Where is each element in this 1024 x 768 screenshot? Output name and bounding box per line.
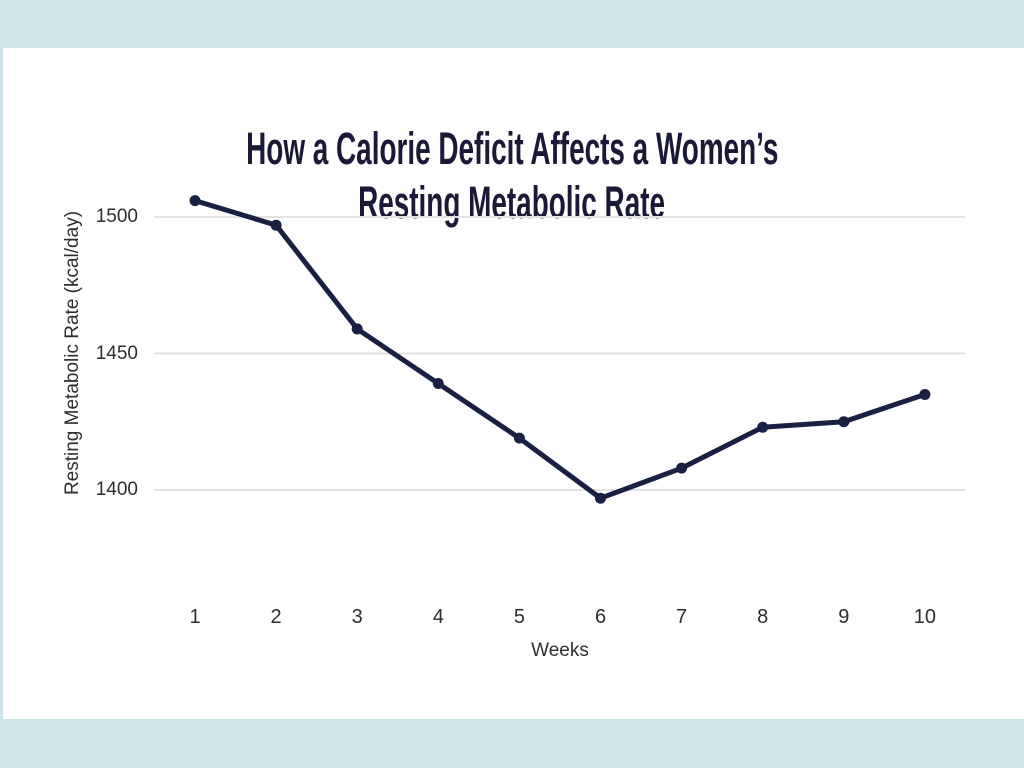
- x-axis-title: Weeks: [531, 640, 589, 661]
- rmr-line-chart: [154, 195, 965, 504]
- data-point-week-7: [676, 462, 688, 474]
- y-axis-title: Resting Metabolic Rate (kcal/day): [62, 210, 83, 496]
- data-point-week-10: [919, 388, 931, 400]
- x-tick-label-9: 9: [838, 606, 850, 628]
- chart-card: How a Calorie Deficit Affects a Women’s …: [3, 48, 1024, 719]
- data-point-week-3: [351, 323, 363, 335]
- y-tick-label-1450: 1450: [95, 342, 138, 364]
- data-point-week-2: [270, 219, 282, 231]
- x-tick-label-2: 2: [270, 606, 282, 628]
- x-tick-label-10: 10: [913, 606, 937, 628]
- x-tick-label-3: 3: [351, 606, 363, 628]
- data-point-week-5: [513, 432, 525, 444]
- chart-title-line-2: Resting Metabolic Rate: [358, 177, 666, 228]
- x-tick-label-5: 5: [513, 606, 525, 628]
- data-point-week-4: [432, 378, 444, 390]
- x-tick-label-4: 4: [432, 606, 444, 628]
- chart-title: How a Calorie Deficit Affects a Women’s …: [3, 122, 1021, 230]
- data-point-week-6: [595, 492, 606, 504]
- y-tick-label-1500: 1500: [95, 206, 138, 227]
- x-tick-label-1: 1: [189, 606, 201, 628]
- x-tick-label-6: 6: [594, 606, 607, 628]
- x-tick-label-8: 8: [757, 606, 769, 628]
- y-tick-label-1400: 1400: [95, 479, 138, 500]
- x-tick-label-7: 7: [676, 606, 688, 628]
- chart-title-line-1: How a Calorie Deficit Affects a Women’s: [245, 123, 779, 174]
- data-point-week-8: [757, 421, 769, 433]
- data-point-week-1: [189, 195, 201, 207]
- rmr-series-line: [192, 198, 928, 501]
- data-point-week-9: [838, 416, 850, 428]
